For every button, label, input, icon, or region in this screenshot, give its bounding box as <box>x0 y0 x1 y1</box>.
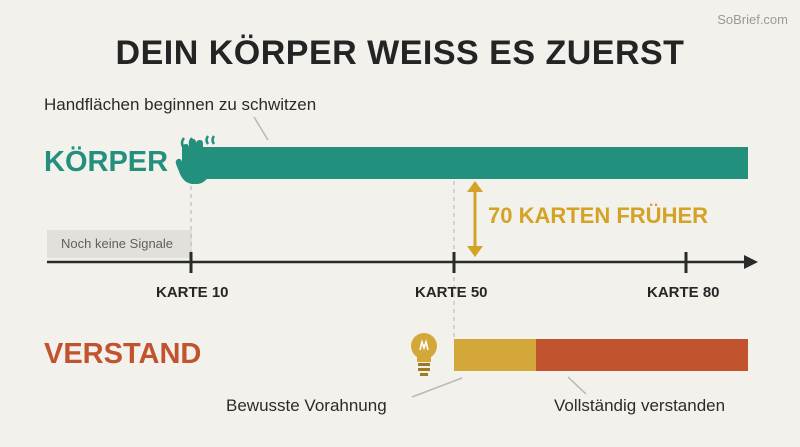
understood-pointer-line <box>567 376 587 395</box>
page-title: DEIN KÖRPER WEISS ES ZUERST <box>115 34 685 72</box>
mind-bar-understood <box>536 339 748 371</box>
axis-arrowhead <box>744 255 758 269</box>
understood-label: Vollständig verstanden <box>554 396 726 415</box>
tick-label-card-10: KARTE 10 <box>156 284 229 301</box>
mind-track-label: VERSTAND <box>44 338 202 370</box>
mind-bar-awareness <box>454 339 536 371</box>
body-bar <box>200 147 748 179</box>
lightbulb-icon <box>411 333 437 376</box>
body-track-label: KÖRPER <box>44 146 169 178</box>
note-pointer-line <box>253 116 269 141</box>
brand-watermark: SoBrief.com <box>717 12 788 27</box>
no-signal-zone: Noch keine Signale <box>47 230 192 258</box>
awareness-label: Bewusste Vorahnung <box>226 396 387 415</box>
awareness-pointer-line <box>411 377 463 398</box>
gap-arrow <box>467 181 483 257</box>
gap-label: 70 KARTEN FRÜHER <box>488 203 709 228</box>
tick-label-card-50: KARTE 50 <box>415 284 488 301</box>
body-signal-note: Handflächen beginnen zu schwitzen <box>44 95 317 114</box>
hand-icon <box>175 135 216 184</box>
tick-label-card-80: KARTE 80 <box>647 284 720 301</box>
